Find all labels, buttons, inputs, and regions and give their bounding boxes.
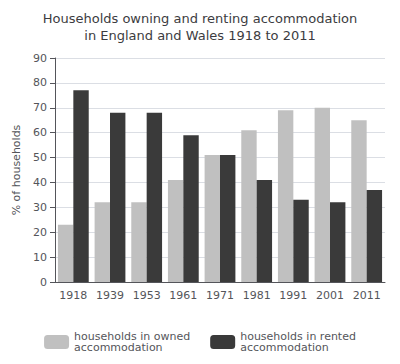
svg-text:70: 70 — [33, 101, 47, 114]
svg-text:Households owning and renting: Households owning and renting accommodat… — [43, 11, 358, 26]
svg-text:1961: 1961 — [169, 289, 197, 302]
svg-text:households in owned: households in owned — [74, 330, 191, 343]
svg-text:1939: 1939 — [96, 289, 124, 302]
svg-text:1971: 1971 — [206, 289, 234, 302]
svg-text:30: 30 — [33, 201, 47, 214]
svg-text:40: 40 — [33, 176, 47, 189]
svg-text:% of households: % of households — [10, 124, 23, 215]
svg-text:20: 20 — [33, 226, 47, 239]
svg-text:1981: 1981 — [243, 289, 271, 302]
svg-text:2001: 2001 — [316, 289, 344, 302]
svg-text:1953: 1953 — [133, 289, 161, 302]
svg-text:90: 90 — [33, 52, 47, 65]
svg-text:0: 0 — [40, 276, 47, 289]
svg-text:10: 10 — [33, 251, 47, 264]
svg-text:1918: 1918 — [59, 289, 87, 302]
svg-text:50: 50 — [33, 151, 47, 164]
svg-text:1991: 1991 — [279, 289, 307, 302]
svg-text:80: 80 — [33, 76, 47, 89]
svg-text:accommodation: accommodation — [74, 341, 163, 354]
svg-text:2011: 2011 — [353, 289, 381, 302]
svg-text:accommodation: accommodation — [240, 341, 329, 354]
svg-text:households in rented: households in rented — [240, 330, 356, 343]
svg-text:60: 60 — [33, 126, 47, 139]
svg-text:in England and Wales 1918 to 2: in England and Wales 1918 to 2011 — [84, 28, 315, 43]
